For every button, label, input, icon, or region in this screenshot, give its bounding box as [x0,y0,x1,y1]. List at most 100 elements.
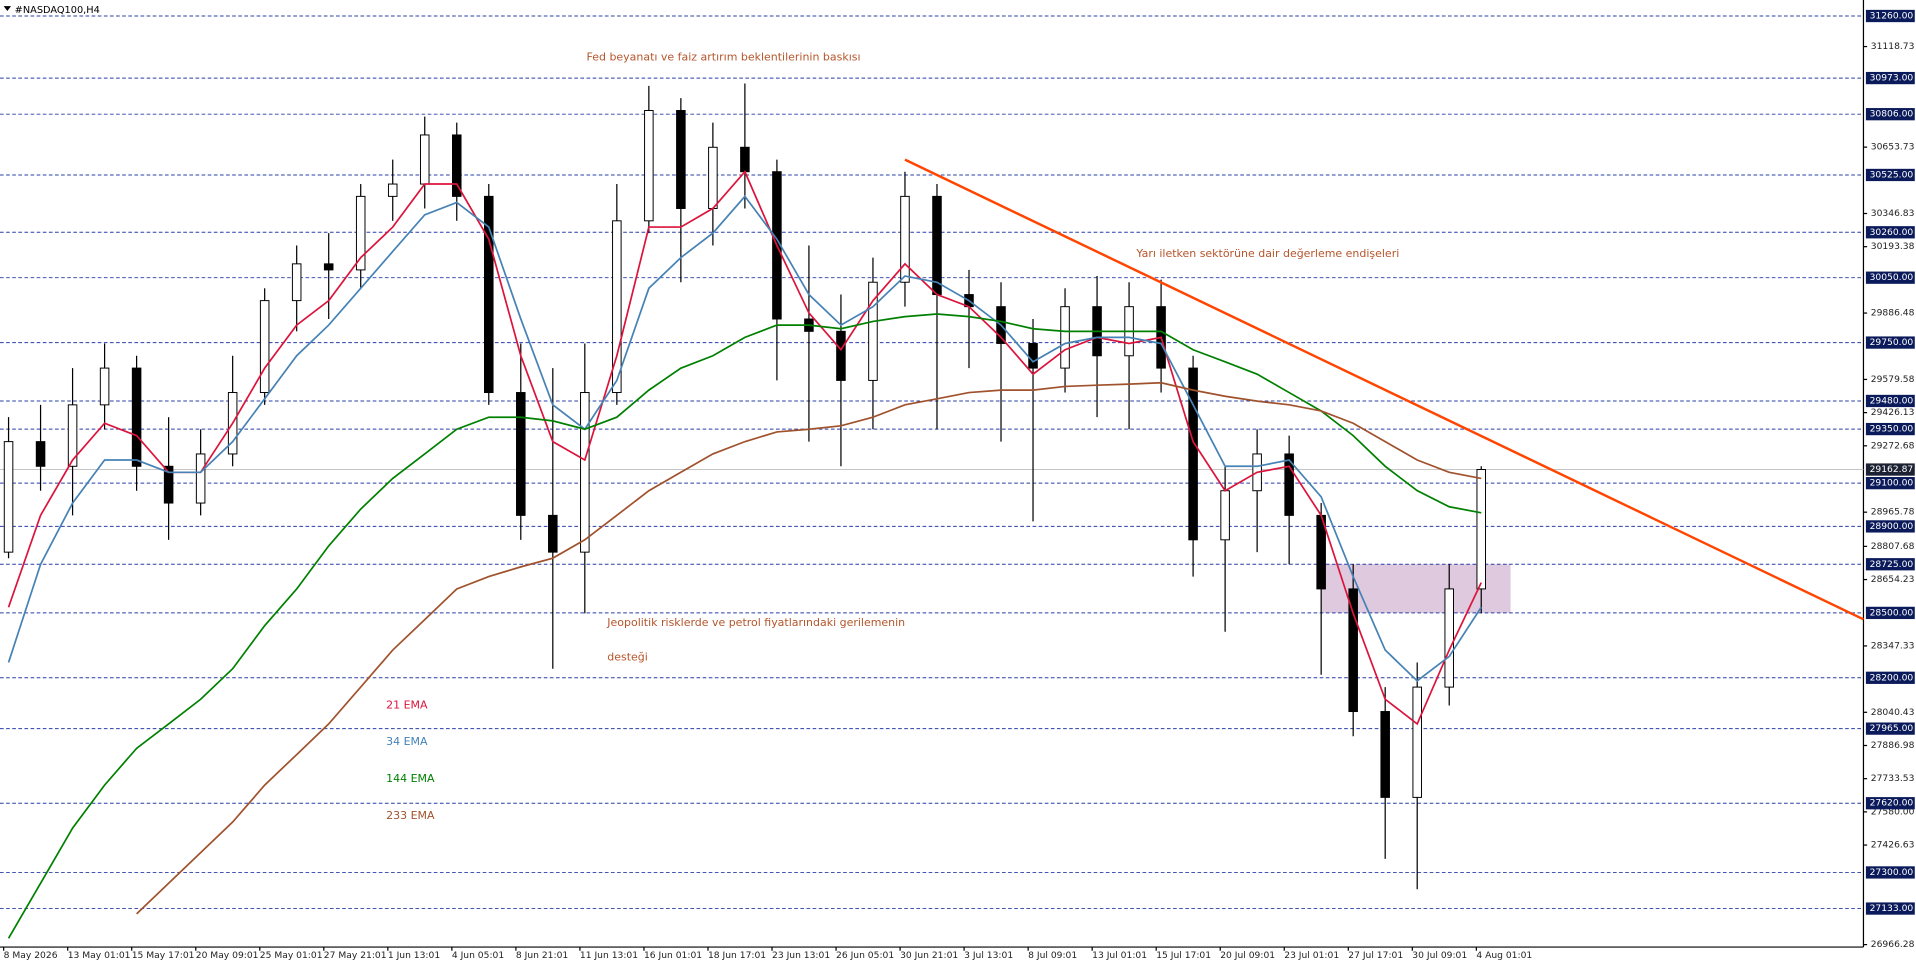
level-label: 27620.00 [1870,798,1914,809]
level-label: 30525.00 [1870,169,1914,180]
y-tick-label: 29886.48 [1871,308,1915,319]
candle-body [836,330,846,381]
level-label: 29480.00 [1870,395,1914,406]
x-tick-label: 30 Jun 21:01 [900,950,958,961]
x-tick-label: 25 May 01:01 [260,950,323,961]
candle-body [900,195,910,283]
candle-body [67,404,78,467]
x-tick-label: 4 Aug 01:01 [1476,950,1532,961]
candle-body [1028,342,1038,369]
ema-legend: 144 EMA [386,772,435,785]
x-tick-label: 15 Jul 17:01 [1156,950,1211,961]
y-tick-label: 30193.38 [1871,241,1915,252]
candle-body [1348,588,1358,713]
candle-body [1412,686,1422,798]
level-label-box [1865,336,1915,349]
candle-body [195,453,206,504]
x-tick-label: 8 Jul 09:01 [1028,950,1077,961]
candle-body [516,392,526,516]
level-label-box [1865,271,1915,284]
y-tick-label: 29426.13 [1871,407,1915,418]
x-tick-label: 20 May 09:01 [196,950,259,961]
x-tick-label: 16 Jun 01:01 [644,950,702,961]
candle-body [484,195,494,394]
level-label-box [1865,477,1915,490]
level-label-box [1865,9,1915,23]
x-tick-label: 8 May 2026 [4,950,58,961]
level-label: 31260.00 [1870,10,1914,21]
level-label: 28725.00 [1870,559,1914,570]
trendline [904,158,1864,621]
level-label: 30260.00 [1870,227,1914,238]
level-label: 30050.00 [1870,272,1914,283]
x-tick-label: 1 Jun 13:01 [388,950,440,961]
y-tick-label: 29272.68 [1871,440,1915,451]
y-tick-label: 28040.43 [1871,707,1915,718]
candle-body [612,220,622,394]
x-tick-label: 8 Jun 21:01 [516,950,568,961]
candle-body [451,134,462,197]
candle-body [387,183,398,197]
candle-body [1188,367,1198,541]
y-tick-label: 27886.98 [1871,740,1915,751]
current-price-box [1865,463,1915,476]
level-label: 30806.00 [1870,109,1914,120]
level-label: 30973.00 [1870,73,1914,84]
candle-body [1444,588,1454,688]
y-tick-label: 28347.33 [1871,640,1915,651]
candle-body [259,300,270,394]
candle-body [355,195,366,271]
level-label: 29350.00 [1870,424,1914,435]
candle-body [131,367,142,467]
ema-line [7,313,1482,939]
level-label-box [1865,394,1915,408]
y-tick-label: 28965.78 [1871,507,1915,518]
level-label: 28500.00 [1870,607,1914,618]
candle-body [676,110,686,209]
level-label: 27133.00 [1870,903,1914,914]
x-tick-label: 11 Jun 13:01 [580,950,638,961]
level-label-box [1865,866,1915,879]
level-label: 28900.00 [1870,521,1914,532]
y-tick-label: 30653.73 [1871,142,1915,153]
ema-line [136,381,1482,915]
ema-legend: 21 EMA [386,698,428,711]
x-tick-label: 27 Jul 17:01 [1348,950,1403,961]
level-label-box [1865,226,1915,239]
candle-body [1220,490,1230,541]
candle-body [644,110,654,222]
level-label-box [1865,520,1915,533]
candle-body [740,146,750,173]
x-tick-label: 13 Jul 01:01 [1092,950,1147,961]
level-label: 29750.00 [1870,337,1914,348]
x-tick-label: 18 Jun 17:01 [708,950,766,961]
candle-body [1380,711,1390,798]
candle-body [868,281,878,381]
ema-legend: 34 EMA [386,735,428,748]
candle-body [3,441,14,553]
y-tick-label: 28807.68 [1871,541,1915,552]
annotation: Yarı iletken sektörüne dair değerleme en… [1135,247,1399,260]
ema-legend: 233 EMA [386,809,435,822]
x-tick-label: 20 Jul 09:01 [1220,950,1275,961]
level-label: 27965.00 [1870,723,1914,734]
candle-body [163,465,174,504]
x-tick-label: 26 Jun 05:01 [836,950,894,961]
level-label-box [1865,606,1915,620]
symbol-menu-icon[interactable] [3,6,11,12]
candle-body [1476,469,1486,590]
candle-body [580,392,590,553]
y-tick-label: 27426.63 [1871,840,1915,851]
level-label-box [1865,108,1915,121]
level-label-box [1865,722,1915,735]
y-tick-label: 27733.53 [1871,773,1915,784]
candle-body [35,441,46,467]
x-tick-label: 4 Jun 05:01 [452,950,504,961]
candle-body [291,263,302,302]
y-tick-label: 31118.73 [1871,41,1915,52]
level-label-box [1865,71,1915,85]
ema-line [7,170,1483,726]
level-label: 28200.00 [1870,672,1914,683]
level-label-box [1865,558,1915,571]
